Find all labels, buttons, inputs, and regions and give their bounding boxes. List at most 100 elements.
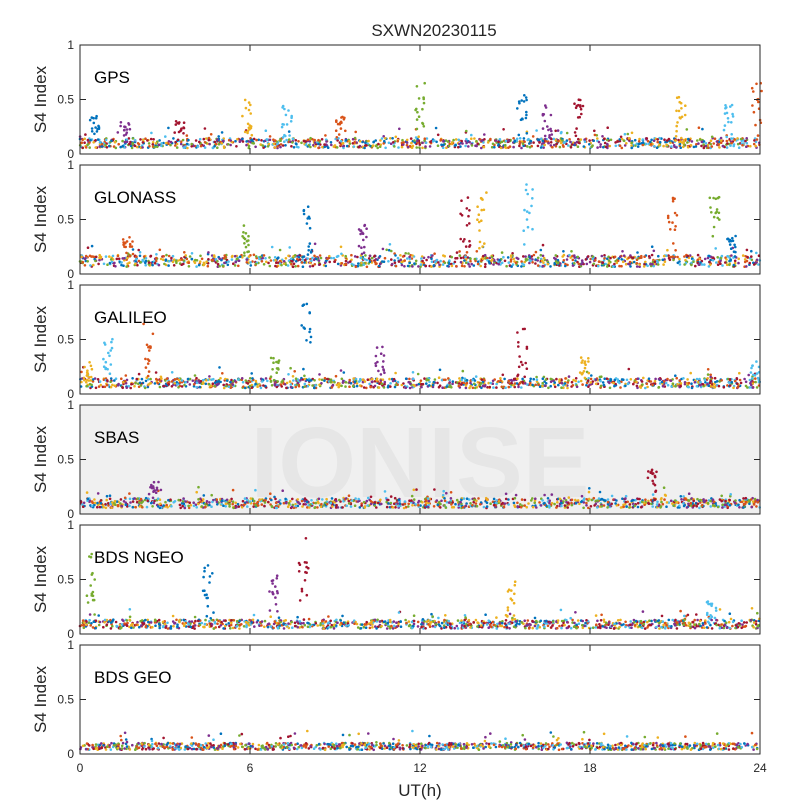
- data-point: [522, 144, 525, 148]
- data-point: [348, 385, 351, 389]
- data-point: [212, 254, 216, 257]
- data-point: [152, 138, 155, 141]
- data-point: [363, 380, 367, 383]
- data-point: [649, 380, 653, 383]
- data-point: [676, 506, 680, 509]
- data-point: [104, 255, 108, 258]
- data-point: [570, 498, 574, 502]
- data-point: [419, 379, 423, 383]
- data-point: [462, 381, 466, 385]
- data-point: [260, 260, 264, 263]
- data-point: [551, 145, 554, 149]
- data-point: [463, 377, 467, 381]
- data-point: [399, 254, 402, 257]
- data-point: [296, 257, 299, 261]
- data-point: [647, 254, 651, 258]
- data-point: [205, 137, 208, 140]
- data-point: [94, 386, 98, 390]
- spike-point: [712, 196, 715, 200]
- data-point: [750, 255, 753, 258]
- data-point: [414, 136, 418, 139]
- data-point: [584, 258, 588, 261]
- data-point: [408, 261, 412, 265]
- data-point: [332, 256, 336, 260]
- spike-point: [730, 121, 733, 124]
- data-point: [105, 383, 109, 387]
- spike-point: [755, 138, 759, 141]
- spike-point: [517, 345, 520, 348]
- spike-point: [714, 211, 717, 215]
- data-point: [518, 137, 522, 140]
- data-point: [340, 377, 344, 381]
- data-point: [624, 494, 628, 498]
- data-point: [516, 377, 519, 381]
- data-point: [527, 502, 530, 505]
- data-point: [414, 503, 418, 506]
- data-point: [167, 254, 171, 258]
- data-point: [755, 251, 758, 255]
- data-point: [267, 142, 271, 146]
- data-point: [570, 250, 573, 253]
- data-point: [420, 382, 423, 386]
- spike-point: [671, 221, 674, 224]
- spike-point: [107, 351, 110, 355]
- spike-point: [90, 367, 94, 371]
- spike-point: [176, 138, 180, 142]
- data-point: [153, 499, 156, 503]
- data-point: [561, 255, 564, 258]
- data-point: [394, 135, 398, 139]
- data-point: [317, 138, 320, 142]
- data-point: [406, 145, 410, 149]
- data-point: [608, 386, 612, 390]
- data-point: [140, 377, 144, 381]
- spike-point: [269, 375, 273, 379]
- data-point: [738, 378, 742, 382]
- data-point: [538, 501, 541, 504]
- data-point: [359, 256, 363, 260]
- data-point: [743, 258, 747, 261]
- data-point: [313, 386, 316, 390]
- spike-point: [525, 367, 529, 371]
- data-point: [744, 500, 748, 504]
- data-point: [397, 498, 401, 502]
- data-point: [483, 265, 487, 269]
- spike-point: [247, 234, 250, 238]
- data-point: [335, 146, 339, 149]
- data-point: [325, 140, 328, 143]
- spike-point: [587, 357, 590, 360]
- spike-point: [381, 345, 384, 349]
- spike-point: [363, 245, 366, 249]
- data-point: [96, 501, 99, 505]
- data-point: [571, 264, 575, 267]
- data-point: [227, 143, 230, 146]
- data-point: [435, 499, 439, 502]
- data-point: [663, 138, 666, 141]
- data-point: [450, 386, 453, 389]
- spike-point: [182, 121, 186, 124]
- data-point: [84, 257, 87, 260]
- data-point: [656, 140, 659, 144]
- data-point: [689, 144, 693, 147]
- data-point: [528, 145, 532, 149]
- data-point: [335, 503, 338, 507]
- data-point: [155, 256, 158, 260]
- data-point: [736, 142, 740, 146]
- data-point: [515, 256, 518, 260]
- data-point: [409, 137, 413, 140]
- data-point: [383, 256, 387, 260]
- data-point: [184, 254, 187, 257]
- data-point: [531, 383, 534, 387]
- data-point: [677, 138, 680, 142]
- data-point: [369, 500, 373, 503]
- data-point: [93, 498, 96, 501]
- spike-point: [666, 216, 670, 220]
- data-point: [701, 383, 705, 386]
- data-point: [260, 503, 264, 506]
- data-point: [370, 256, 374, 260]
- spike-point: [174, 123, 178, 126]
- spike-point: [305, 222, 309, 225]
- data-point: [99, 499, 103, 502]
- data-point: [602, 383, 606, 387]
- spike-point: [750, 377, 754, 380]
- data-point: [733, 138, 736, 141]
